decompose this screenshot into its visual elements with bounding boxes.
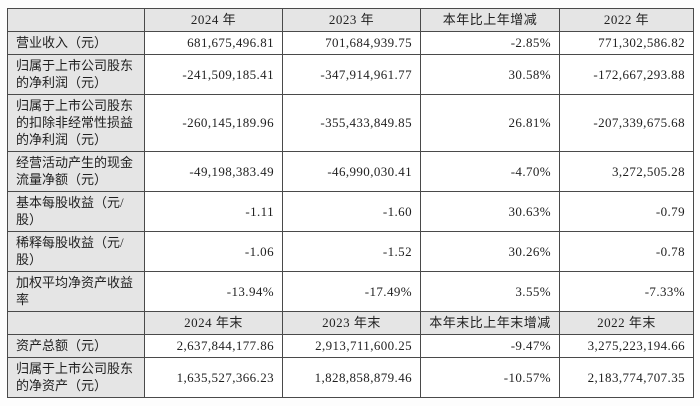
- table-row-net-assets: 归属于上市公司股东的净资产（元） 1,635,527,366.23 1,828,…: [7, 357, 694, 398]
- row-label-basic-eps: 基本每股收益（元/股）: [7, 191, 145, 232]
- row-label-operating-cash-flow: 经营活动产生的现金流量净额（元）: [7, 151, 145, 192]
- table-row-operating-cash-flow: 经营活动产生的现金流量净额（元） -49,198,383.49 -46,990,…: [7, 151, 694, 192]
- cell-value: -7.33%: [559, 271, 694, 312]
- cell-value: -9.47%: [420, 334, 560, 358]
- col-header-2024-end: 2024 年末: [144, 311, 283, 335]
- cell-value: 2,913,711,600.25: [282, 334, 421, 358]
- col-header-yoy-end-change: 本年末比上年末增减: [420, 311, 560, 335]
- table-row-basic-eps: 基本每股收益（元/股） -1.11 -1.60 30.63% -0.79: [7, 191, 694, 232]
- cell-value: 1,828,858,879.46: [282, 357, 421, 398]
- cell-value: -4.70%: [420, 151, 560, 192]
- cell-value: -1.06: [144, 231, 283, 272]
- cell-value: 2,637,844,177.86: [144, 334, 283, 358]
- table-row-net-profit-excl-nonrecurring: 归属于上市公司股东的扣除非经常性损益的净利润（元） -260,145,189.9…: [7, 94, 694, 152]
- cell-value: 3,272,505.28: [559, 151, 694, 192]
- cell-value: -260,145,189.96: [144, 94, 283, 152]
- cell-value: -49,198,383.49: [144, 151, 283, 192]
- col-header-2022: 2022 年: [559, 8, 694, 32]
- cell-value: 30.63%: [420, 191, 560, 232]
- cell-value: -1.52: [282, 231, 421, 272]
- period-header-row: 2024 年 2023 年 本年比上年增减 2022 年: [7, 8, 694, 32]
- balance-header-row: 2024 年末 2023 年末 本年末比上年末增减 2022 年末: [7, 311, 694, 335]
- cell-value: 701,684,939.75: [282, 31, 421, 55]
- cell-value: 3.55%: [420, 271, 560, 312]
- row-label-net-assets: 归属于上市公司股东的净资产（元）: [7, 357, 145, 398]
- cell-value: -46,990,030.41: [282, 151, 421, 192]
- col-header-2024: 2024 年: [144, 8, 283, 32]
- col-header-2022-end: 2022 年末: [559, 311, 694, 335]
- financial-summary-table: 2024 年 2023 年 本年比上年增减 2022 年 营业收入（元） 681…: [7, 8, 694, 398]
- cell-value: -172,667,293.88: [559, 54, 694, 95]
- cell-value: -2.85%: [420, 31, 560, 55]
- cell-value: 681,675,496.81: [144, 31, 283, 55]
- table-row-net-profit: 归属于上市公司股东的净利润（元） -241,509,185.41 -347,91…: [7, 54, 694, 95]
- table-row-diluted-eps: 稀释每股收益（元/股） -1.06 -1.52 30.26% -0.78: [7, 231, 694, 272]
- cell-value: -10.57%: [420, 357, 560, 398]
- cell-value: -347,914,961.77: [282, 54, 421, 95]
- cell-value: -355,433,849.85: [282, 94, 421, 152]
- cell-value: -17.49%: [282, 271, 421, 312]
- cell-value: 30.26%: [420, 231, 560, 272]
- cell-value: -1.11: [144, 191, 283, 232]
- row-label-net-profit-excl-nonrecurring: 归属于上市公司股东的扣除非经常性损益的净利润（元）: [7, 94, 145, 152]
- cell-value: 771,302,586.82: [559, 31, 694, 55]
- cell-value: -0.78: [559, 231, 694, 272]
- cell-value: -1.60: [282, 191, 421, 232]
- col-header-yoy-change: 本年比上年增减: [420, 8, 560, 32]
- col-header-blank: [7, 8, 145, 32]
- cell-value: -241,509,185.41: [144, 54, 283, 95]
- table-row-revenue: 营业收入（元） 681,675,496.81 701,684,939.75 -2…: [7, 31, 694, 55]
- table-row-weighted-avg-roe: 加权平均净资产收益率 -13.94% -17.49% 3.55% -7.33%: [7, 271, 694, 312]
- cell-value: 30.58%: [420, 54, 560, 95]
- table-row-total-assets: 资产总额（元） 2,637,844,177.86 2,913,711,600.2…: [7, 334, 694, 358]
- row-label-weighted-avg-roe: 加权平均净资产收益率: [7, 271, 145, 312]
- cell-value: -13.94%: [144, 271, 283, 312]
- col-header-2023-end: 2023 年末: [282, 311, 421, 335]
- cell-value: 3,275,223,194.66: [559, 334, 694, 358]
- col-header-blank: [7, 311, 145, 335]
- col-header-2023: 2023 年: [282, 8, 421, 32]
- row-label-revenue: 营业收入（元）: [7, 31, 145, 55]
- cell-value: -207,339,675.68: [559, 94, 694, 152]
- cell-value: 26.81%: [420, 94, 560, 152]
- cell-value: 2,183,774,707.35: [559, 357, 694, 398]
- cell-value: 1,635,527,366.23: [144, 357, 283, 398]
- row-label-diluted-eps: 稀释每股收益（元/股）: [7, 231, 145, 272]
- row-label-net-profit: 归属于上市公司股东的净利润（元）: [7, 54, 145, 95]
- row-label-total-assets: 资产总额（元）: [7, 334, 145, 358]
- cell-value: -0.79: [559, 191, 694, 232]
